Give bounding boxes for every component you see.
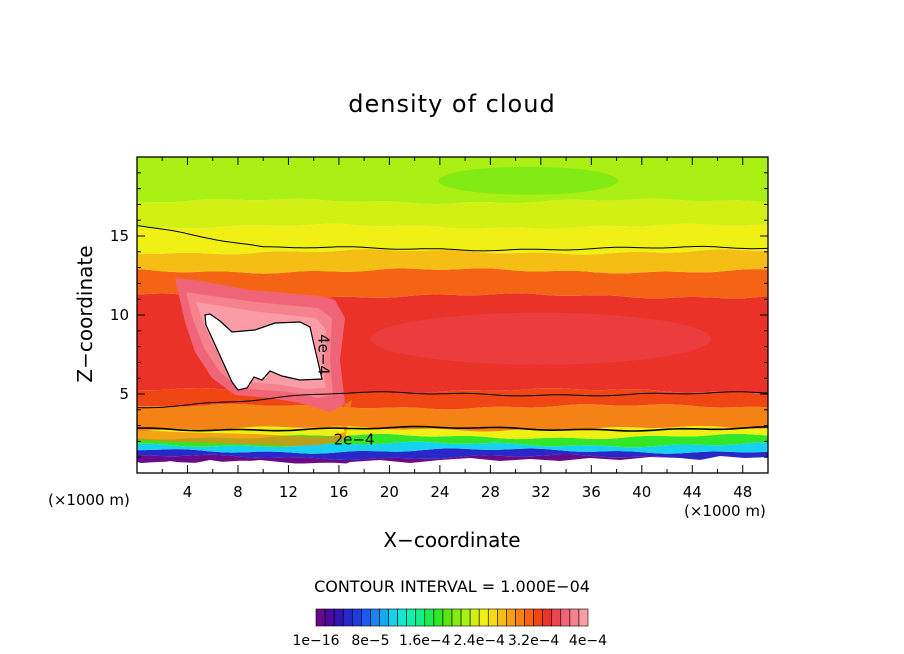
contour-label: 2e−4 [334,431,375,449]
colorbar-labels: 1e−16 8e−5 1.6e−4 2.4e−4 3.2e−4 4e−4 [292,633,607,649]
colorbar-swatch [361,608,371,627]
contour-labels: 4e−4 2e−4 [315,334,375,449]
ground-noise [137,456,768,473]
colorbar [315,608,589,627]
x-tick-label: 8 [233,483,243,501]
colorbar-swatch [506,608,516,627]
contour-line-3 [137,225,768,252]
band-yellow-green [137,198,768,229]
band-cyan [137,441,768,454]
x-tick-label: 4 [183,483,193,501]
band-orange-yellow [137,249,768,274]
colorbar-swatch [469,608,480,627]
colorbar-swatch [424,608,435,627]
colorbar-swatch [478,608,489,627]
colorbar-swatch [342,608,353,627]
colorbar-swatch [397,608,407,627]
colorbar-swatch [406,608,417,627]
colorbar-swatch [370,608,380,627]
colorbar-swatch [551,608,562,627]
y-axis-label: Z−coordinate [73,245,97,382]
x-tick-label: 20 [380,483,399,501]
colorbar-swatch [542,608,553,627]
colorbar-tick-label: 1e−16 [292,633,339,649]
colorbar-swatch [497,608,507,627]
colorbar-swatch [315,608,326,627]
chart-title: density of cloud [348,90,555,118]
mid-red-blob [370,312,711,365]
x-tick-label: 24 [430,483,449,501]
x-tick-label: 40 [632,483,651,501]
colorbar-tick-label: 2.4e−4 [453,633,505,649]
colorbar-tick-label: 4e−4 [569,633,607,649]
contour-interval-text: CONTOUR INTERVAL = 1.000E−04 [314,577,590,596]
colorbar-swatch [515,608,525,627]
colorbar-swatch [415,608,426,627]
colorbar-swatch [533,608,543,627]
colorbar-swatch [324,608,335,627]
contour-line-1 [137,425,768,432]
x-tick-label: 44 [683,483,702,501]
ground-edge [137,456,768,473]
band-orange-upper [137,268,768,299]
contour-label: 4e−4 [315,334,333,375]
top-green-blob [438,166,619,195]
colorbar-swatch [560,608,571,627]
vortex-region [137,278,352,446]
colorbar-tick-label: 3.2e−4 [508,633,560,649]
colorbar-swatch [524,608,534,627]
x-unit-right: (×1000 m) [684,502,766,520]
y-axis: 5 10 15 [110,172,768,458]
x-axis: 4 8 12 16 20 24 28 32 36 40 44 48 [161,157,752,501]
contour-line-2 [137,391,768,409]
colorbar-swatch [460,608,471,627]
colorbar-tick-label: 1.6e−4 [399,633,451,649]
colorbar-swatch [388,608,398,627]
colorbar-swatch [442,608,453,627]
colorbar-swatch [433,608,444,627]
max-region [204,313,323,391]
left-tongue [137,400,352,446]
colorbar-swatch [351,608,362,627]
colorbar-swatch [578,608,589,627]
x-tick-label: 12 [279,483,298,501]
y-tick-label: 15 [110,227,129,245]
x-unit-left: (×1000 m) [48,491,130,509]
colorbar-swatch [379,608,389,627]
x-axis-label: X−coordinate [383,528,520,552]
colorbar-swatch [333,608,344,627]
colorbar-swatch [487,608,498,627]
band-yellow-upper [137,223,768,255]
x-tick-label: 36 [582,483,601,501]
x-tick-label: 48 [733,483,752,501]
y-tick-label: 10 [110,306,129,324]
band-blue [137,448,768,460]
contour-lines [137,225,768,432]
band-orange [137,403,768,432]
x-tick-label: 32 [531,483,550,501]
colorbar-tick-label: 8e−5 [351,633,389,649]
colorbar-swatch [451,608,462,627]
y-tick-label: 5 [119,385,129,403]
x-tick-label: 16 [329,483,348,501]
colorbar-swatch [569,608,580,627]
x-tick-label: 28 [481,483,500,501]
